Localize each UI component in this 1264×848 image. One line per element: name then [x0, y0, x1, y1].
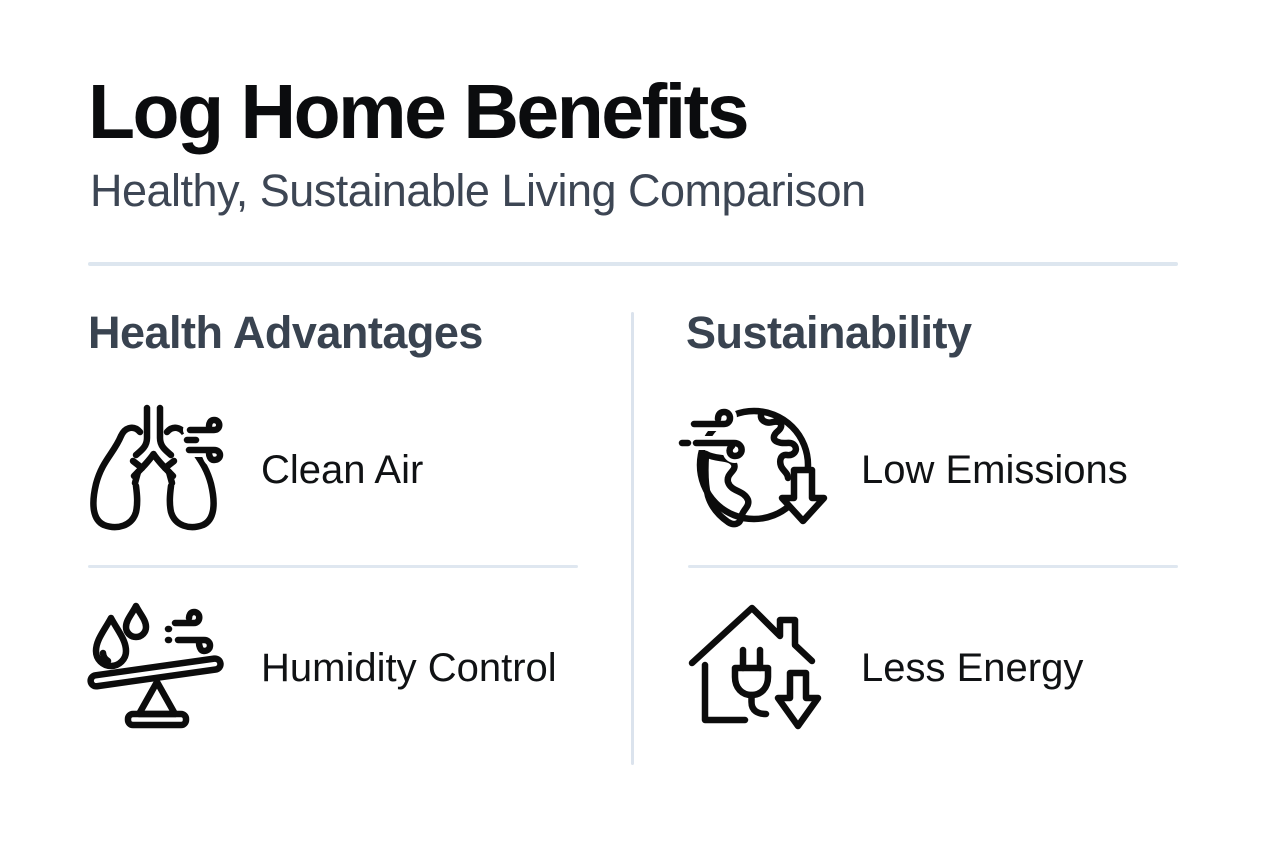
lungs-breeze-icon — [80, 398, 230, 548]
column-heading-sustainability: Sustainability — [686, 307, 972, 358]
page-subtitle: Healthy, Sustainable Living Comparison — [90, 165, 866, 216]
house-plug-down-arrow-icon — [680, 585, 830, 735]
column-divider — [631, 312, 634, 765]
globe-breeze-down-arrow-icon — [678, 395, 828, 545]
humidity-control-label: Humidity Control — [261, 646, 557, 690]
health-items-divider — [88, 565, 578, 568]
droplets-balance-breeze-icon — [84, 585, 234, 735]
header-divider — [88, 262, 1178, 266]
low-emissions-label: Low Emissions — [861, 448, 1128, 492]
page-title: Log Home Benefits — [88, 69, 750, 155]
column-heading-health: Health Advantages — [88, 307, 483, 358]
sustainability-items-divider — [688, 565, 1178, 568]
less-energy-label: Less Energy — [861, 646, 1084, 690]
clean-air-label: Clean Air — [261, 448, 424, 492]
